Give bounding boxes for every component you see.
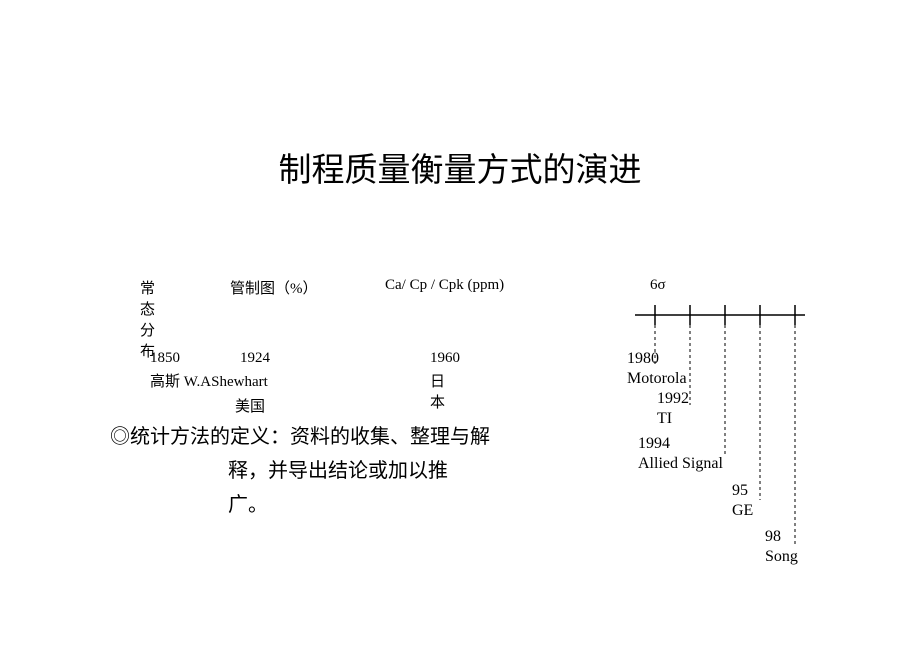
timeline-name-4: Song <box>765 548 798 566</box>
origin-3: 日本 <box>430 370 445 412</box>
timeline-year-4: 98 <box>765 528 781 546</box>
year-3: 1960 <box>430 350 460 367</box>
page-title: 制程质量衡量方式的演进 <box>0 143 920 191</box>
timeline-year-2: 1994 <box>638 435 670 453</box>
timeline-year-3: 95 <box>732 482 748 500</box>
timeline-year-0: 1980 <box>627 350 659 368</box>
era-label-1: 常态分布 <box>140 277 155 361</box>
six-sigma-timeline: 1980Motorola1992TI1994Allied Signal95GE9… <box>635 300 820 570</box>
timeline-year-1: 1992 <box>657 390 689 408</box>
timeline-name-0: Motorola <box>627 370 687 388</box>
timeline-name-2: Allied Signal <box>638 455 723 473</box>
era-label-2: 管制图（%） <box>230 277 318 298</box>
origin-2-extra: 美国 <box>235 395 265 416</box>
year-1: 1850 <box>150 350 180 367</box>
definition-line-2: 释，并导出结论或加以推 <box>110 454 540 488</box>
timeline-name-1: TI <box>657 410 672 428</box>
definition-block: ◎统计方法的定义：资料的收集、整理与解 释，并导出结论或加以推 广。 <box>110 420 540 522</box>
era-label-4: 6σ <box>650 277 666 294</box>
year-2: 1924 <box>240 350 270 367</box>
era-label-3: Ca/ Cp / Cpk (ppm) <box>385 277 504 294</box>
definition-line-3: 广。 <box>110 488 540 522</box>
origin-1: 高斯 W.AShewhart <box>150 370 268 391</box>
definition-line-1: ◎统计方法的定义：资料的收集、整理与解 <box>110 420 540 454</box>
timeline-name-3: GE <box>732 502 753 520</box>
